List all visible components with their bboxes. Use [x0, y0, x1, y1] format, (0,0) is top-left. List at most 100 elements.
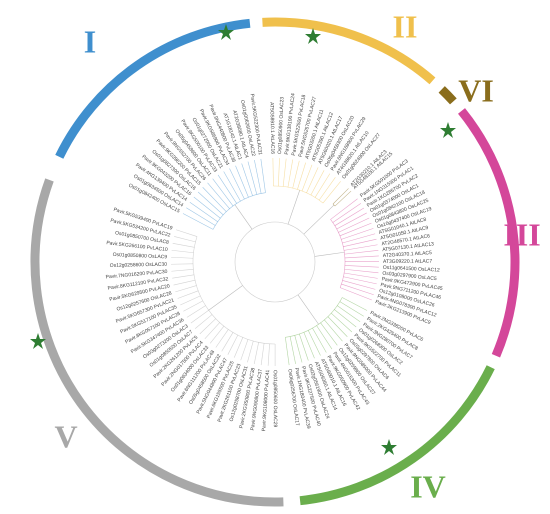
leaf-label: AT2G40370.1 AtLAC5	[383, 250, 433, 259]
branch	[180, 295, 201, 306]
branch	[334, 309, 357, 328]
branch	[344, 265, 379, 268]
branch	[273, 185, 324, 204]
branch	[297, 162, 306, 190]
branch	[194, 314, 213, 329]
leaf-label: Os03g0297900 OsLAC5	[382, 271, 437, 283]
branch	[172, 274, 195, 279]
branch	[199, 318, 216, 335]
branch	[192, 236, 276, 345]
star	[381, 439, 397, 455]
branch	[207, 182, 230, 209]
branch	[337, 305, 361, 322]
branch	[338, 217, 370, 233]
branch	[260, 158, 266, 193]
branch	[215, 329, 229, 348]
branch	[254, 160, 262, 194]
leaf-label: AT3G09220.1 AtLAC7	[383, 259, 432, 265]
branch	[208, 285, 243, 311]
branch	[247, 161, 258, 195]
leaf-label: Pavir.7NG016200 PvLAC30	[105, 269, 167, 281]
branch	[186, 305, 206, 318]
stars	[30, 24, 456, 455]
branch	[253, 342, 259, 364]
branch	[267, 343, 270, 366]
branch	[332, 188, 349, 205]
branch	[343, 238, 377, 247]
branch	[342, 297, 368, 311]
branch	[314, 251, 345, 257]
branch	[334, 207, 365, 226]
branch	[204, 322, 220, 339]
branch	[339, 301, 364, 317]
branch	[342, 233, 376, 244]
group-label: III	[503, 216, 540, 252]
branch	[177, 290, 199, 299]
branch	[344, 268, 379, 274]
branch	[234, 204, 253, 230]
group-label: V	[54, 418, 77, 454]
branch	[186, 207, 216, 226]
branch	[247, 340, 254, 363]
branch	[344, 250, 379, 255]
branch	[318, 177, 336, 201]
branch	[241, 163, 253, 196]
branch	[303, 332, 315, 359]
leaf-label: Os01g0850800 OsLAC9	[113, 252, 168, 260]
branch	[301, 164, 313, 192]
branch	[235, 165, 249, 198]
branch	[212, 178, 234, 207]
branch	[227, 334, 239, 355]
branch	[327, 316, 348, 337]
branch	[344, 272, 378, 279]
branch	[287, 159, 294, 188]
branch	[171, 256, 194, 259]
group-arc	[458, 108, 520, 358]
branch	[285, 297, 343, 338]
branch	[330, 198, 358, 220]
branch	[303, 204, 335, 235]
branch	[193, 196, 221, 219]
branch	[209, 325, 225, 344]
leaf-label: Pavir.9KG108000 PvLAC41	[261, 369, 271, 431]
branch	[223, 171, 241, 202]
leaf-label: Os12g0258600 OsLAC30	[110, 262, 168, 269]
leaf-label: Os01g0850600 OsLAC29	[272, 370, 278, 427]
branch	[343, 276, 377, 285]
branch	[289, 336, 296, 364]
branch	[344, 255, 379, 259]
branch	[306, 167, 319, 193]
branch	[221, 332, 234, 352]
branch	[343, 244, 378, 251]
branch	[307, 330, 321, 356]
branch	[260, 343, 265, 366]
branch	[339, 222, 372, 237]
branch	[173, 279, 196, 286]
branch	[341, 228, 374, 240]
branch	[324, 319, 343, 342]
branch	[197, 191, 224, 216]
branch	[336, 212, 367, 230]
group-arc	[299, 365, 495, 506]
branch	[189, 202, 218, 223]
branch	[299, 333, 309, 361]
branch	[183, 300, 203, 312]
branch	[212, 192, 266, 230]
root-circle	[234, 221, 316, 303]
leaf-label: AT5G07130.1 AtLAC13	[382, 241, 434, 253]
group-arc	[55, 18, 251, 159]
group-arc	[30, 178, 284, 507]
branch	[334, 190, 352, 207]
branches	[171, 158, 380, 367]
branch	[217, 174, 237, 204]
branch	[272, 158, 274, 187]
branch	[340, 287, 372, 301]
branch	[171, 249, 194, 254]
branch	[314, 173, 331, 198]
branch	[312, 327, 327, 353]
group-label: I	[84, 23, 96, 59]
branch	[322, 181, 341, 204]
